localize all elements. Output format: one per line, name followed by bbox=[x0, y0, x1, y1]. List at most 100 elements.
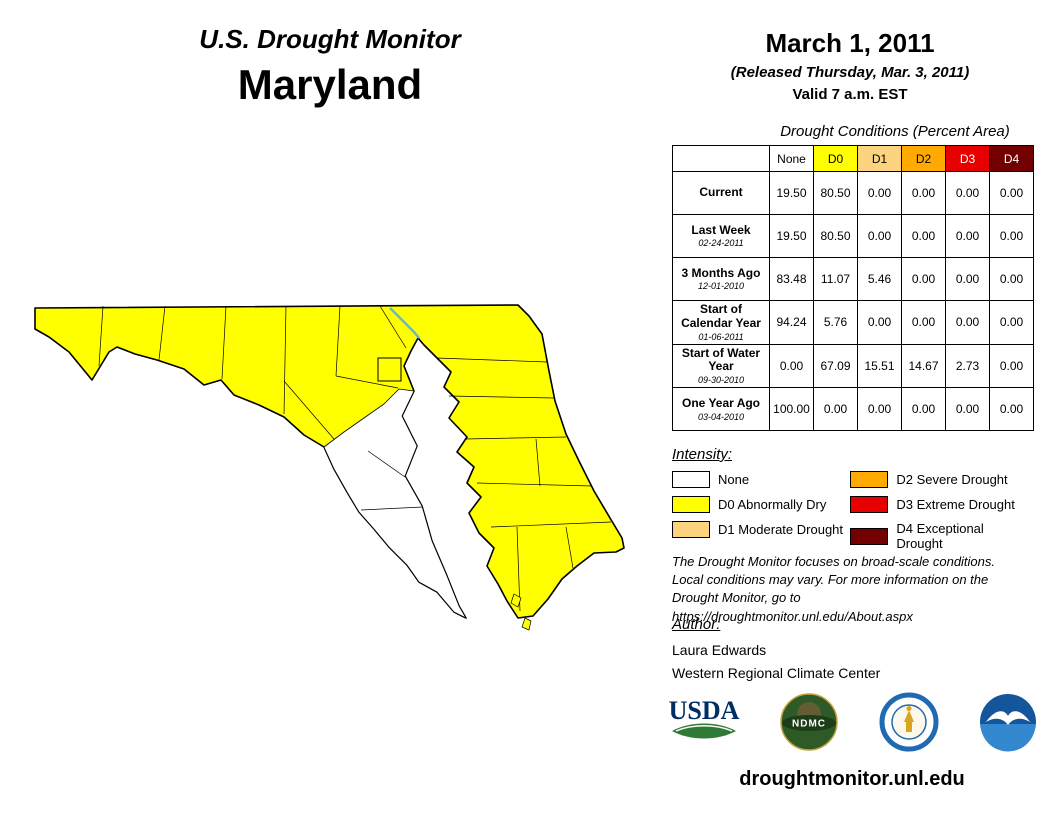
valid-time: Valid 7 a.m. EST bbox=[792, 86, 908, 103]
table-cell: 0.00 bbox=[901, 171, 946, 215]
intensity-legend: Intensity: None D0 Abnormally Dry D1 Mod… bbox=[672, 446, 1032, 551]
ndmc-logo-text: NDMC bbox=[792, 719, 826, 730]
state-outline-d0-region bbox=[34, 304, 625, 619]
legend-label: D2 Severe Drought bbox=[896, 472, 1008, 487]
monitor-title: U.S. Drought Monitor bbox=[199, 24, 461, 54]
legend-label: D1 Moderate Drought bbox=[718, 522, 844, 537]
column-header-d2: D2 bbox=[901, 145, 946, 172]
row-date: 12-01-2010 bbox=[697, 281, 745, 292]
legend-label: D0 Abnormally Dry bbox=[718, 497, 827, 512]
legend-item-d2: D2 Severe Drought bbox=[850, 471, 1032, 488]
row-label: Start of Calendar Year bbox=[681, 302, 761, 330]
usda-logo-text: USDA bbox=[669, 696, 740, 725]
row-label-cell: One Year Ago 03-04-2010 bbox=[672, 387, 770, 432]
legend-item-d1: D1 Moderate Drought bbox=[672, 521, 850, 538]
disclaimer-line: Drought Monitor, go to https://droughtmo… bbox=[672, 590, 913, 624]
table-row: Last Week 02-24-2011 19.50 80.50 0.00 0.… bbox=[672, 214, 1034, 258]
table-cell: 15.51 bbox=[857, 343, 902, 389]
table-caption: Drought Conditions (Percent Area) bbox=[780, 123, 1010, 140]
table-header-row: None D0 D1 D2 D3 D4 bbox=[672, 145, 1034, 172]
drought-conditions-table: None D0 D1 D2 D3 D4 Current 19.50 80.50 … bbox=[672, 145, 1034, 432]
table-cell: 0.00 bbox=[901, 214, 946, 258]
legend-swatch-d1 bbox=[672, 521, 710, 538]
legend-columns: None D0 Abnormally Dry D1 Moderate Droug… bbox=[672, 471, 1032, 551]
table-cell: 80.50 bbox=[813, 214, 858, 258]
table-cell: 0.00 bbox=[901, 387, 946, 432]
legend-label: None bbox=[718, 472, 750, 487]
none-region bbox=[323, 388, 467, 619]
row-label: Last Week bbox=[691, 222, 751, 237]
footer-url: droughtmonitor.unl.edu bbox=[739, 768, 965, 790]
column-header-d1: D1 bbox=[857, 145, 902, 172]
table-cell: 67.09 bbox=[813, 343, 858, 389]
row-date: 01-06-2011 bbox=[698, 331, 744, 342]
table-cell: 14.67 bbox=[901, 343, 946, 389]
row-date: 03-04-2010 bbox=[697, 411, 745, 422]
table-cell: 5.46 bbox=[857, 257, 902, 301]
table-cell: 0.00 bbox=[857, 387, 902, 432]
table-cell: 0.00 bbox=[989, 171, 1034, 215]
commerce-seal-logo bbox=[879, 692, 939, 757]
legend-label: D3 Extreme Drought bbox=[896, 497, 1015, 512]
table-cell: 0.00 bbox=[989, 300, 1034, 345]
legend-item-none: None bbox=[672, 471, 850, 488]
table-cell: 0.00 bbox=[945, 257, 990, 301]
table-cell: 11.07 bbox=[813, 257, 858, 301]
author-heading: Author: bbox=[672, 616, 721, 633]
table-cell: 0.00 bbox=[945, 171, 990, 215]
legend-item-d4: D4 Exceptional Drought bbox=[850, 521, 1032, 551]
row-label-cell: Current bbox=[672, 171, 770, 215]
row-date: 09-30-2010 bbox=[697, 375, 745, 386]
table-cell: 0.00 bbox=[857, 214, 902, 258]
noaa-logo bbox=[978, 692, 1038, 757]
table-cell: 0.00 bbox=[945, 214, 990, 258]
table-cell: 0.00 bbox=[901, 300, 946, 345]
ndmc-logo: NDMC bbox=[779, 692, 839, 757]
table-cell: 2.73 bbox=[945, 343, 990, 389]
table-cell: 100.00 bbox=[769, 387, 814, 432]
row-label: 3 Months Ago bbox=[681, 265, 761, 280]
agency-logo-row: USDA NDMC bbox=[668, 692, 1038, 757]
bay-island bbox=[521, 617, 532, 631]
maryland-drought-map bbox=[28, 296, 640, 668]
row-label-cell: Start of Water Year 09-30-2010 bbox=[672, 343, 770, 389]
susquehanna-river bbox=[389, 307, 420, 339]
row-label-cell: Start of Calendar Year 01-06-2011 bbox=[672, 300, 770, 345]
legend-swatch-d0 bbox=[672, 496, 710, 513]
legend-item-d3: D3 Extreme Drought bbox=[850, 496, 1032, 513]
table-cell: 0.00 bbox=[989, 257, 1034, 301]
date-block: March 1, 2011 (Released Thursday, Mar. 3… bbox=[690, 28, 1010, 103]
legend-heading: Intensity: bbox=[672, 446, 733, 463]
title-block: U.S. Drought Monitor Maryland bbox=[30, 24, 630, 109]
table-cell: 83.48 bbox=[769, 257, 814, 301]
release-date: (Released Thursday, Mar. 3, 2011) bbox=[730, 64, 970, 81]
table-cell: 5.76 bbox=[813, 300, 858, 345]
table-cell: 0.00 bbox=[989, 343, 1034, 389]
row-label: One Year Ago bbox=[681, 395, 761, 410]
column-header-d3: D3 bbox=[945, 145, 990, 172]
column-header-d0: D0 bbox=[813, 145, 858, 172]
table-cell: 0.00 bbox=[989, 214, 1034, 258]
disclaimer-text: The Drought Monitor focuses on broad-sca… bbox=[672, 553, 1042, 626]
report-date: March 1, 2011 bbox=[765, 28, 935, 58]
table-cell: 19.50 bbox=[769, 171, 814, 215]
row-label: Current bbox=[699, 184, 743, 199]
disclaimer-line: The Drought Monitor focuses on broad-sca… bbox=[672, 554, 996, 569]
column-header-none: None bbox=[769, 145, 814, 172]
usda-logo: USDA bbox=[668, 693, 740, 756]
bay-island bbox=[510, 593, 522, 608]
table-row: 3 Months Ago 12-01-2010 83.48 11.07 5.46… bbox=[672, 257, 1034, 301]
table-cell: 0.00 bbox=[945, 300, 990, 345]
legend-label: D4 Exceptional Drought bbox=[896, 521, 984, 551]
table-cell: 0.00 bbox=[989, 387, 1034, 432]
table-row: Start of Water Year 09-30-2010 0.00 67.0… bbox=[672, 343, 1034, 389]
legend-swatch-d4 bbox=[850, 527, 889, 545]
maryland-map-svg bbox=[34, 304, 625, 631]
table-corner-cell bbox=[672, 145, 770, 172]
legend-column-left: None D0 Abnormally Dry D1 Moderate Droug… bbox=[672, 471, 850, 551]
table-cell: 0.00 bbox=[857, 171, 902, 215]
table-cell: 0.00 bbox=[901, 257, 946, 301]
table-cell: 0.00 bbox=[857, 300, 902, 345]
column-header-d4: D4 bbox=[989, 145, 1034, 172]
